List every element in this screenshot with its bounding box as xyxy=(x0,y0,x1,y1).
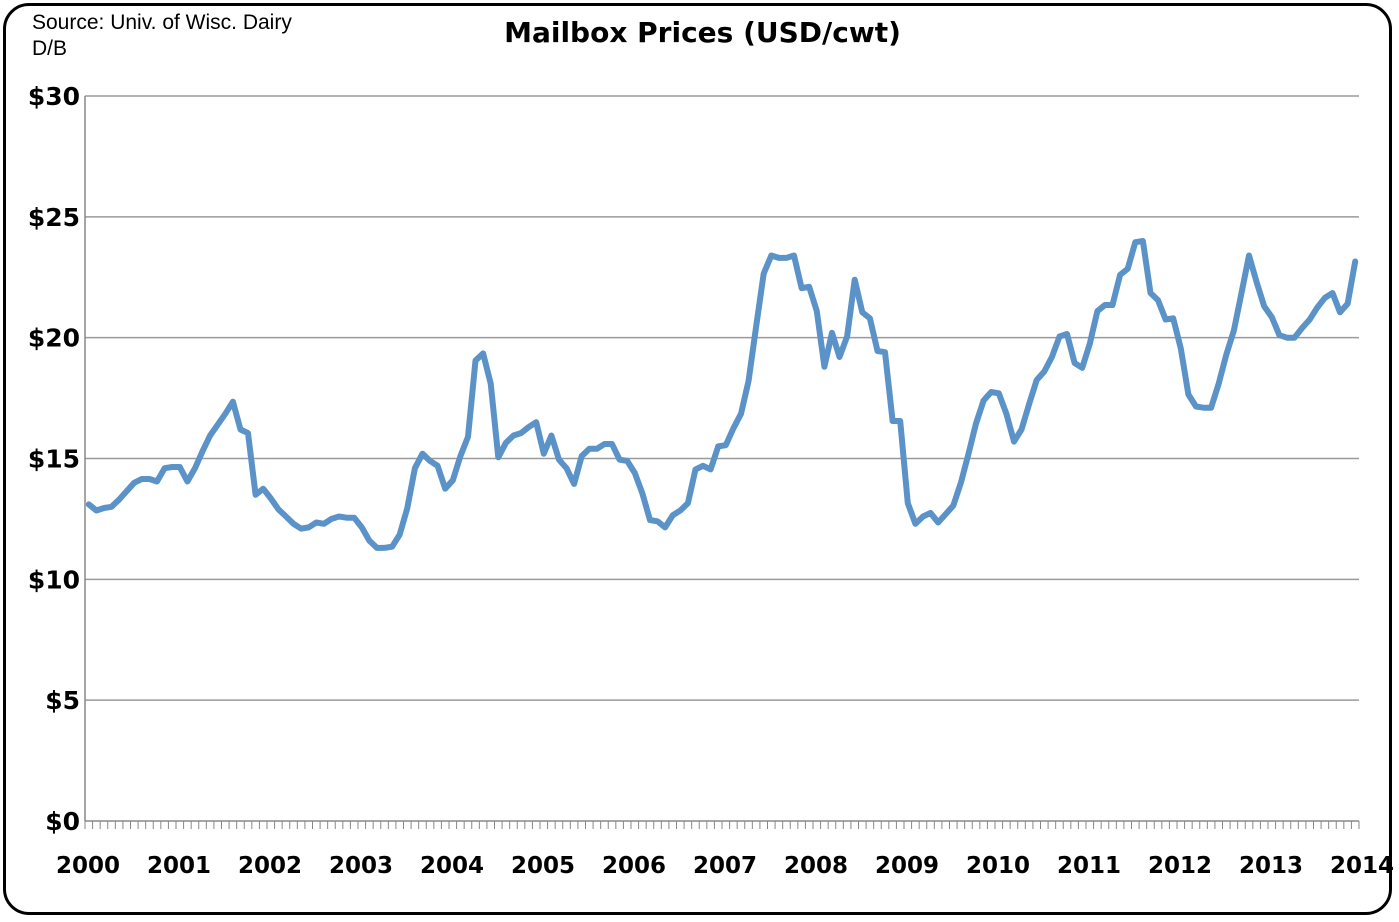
x-tick-label: 2012 xyxy=(1148,853,1212,879)
x-tick-label: 2013 xyxy=(1239,853,1303,879)
x-tick-label: 2001 xyxy=(147,853,211,879)
x-tick-label: 2002 xyxy=(238,853,302,879)
y-tick-label: $10 xyxy=(28,565,80,594)
source-note: Source: Univ. of Wisc. Dairy D/B xyxy=(32,10,292,62)
y-tick-label: $0 xyxy=(45,807,80,836)
source-line-1: Source: Univ. of Wisc. Dairy xyxy=(32,11,292,34)
chart-title: Mailbox Prices (USD/cwt) xyxy=(504,16,901,49)
x-tick-label: 2007 xyxy=(693,853,757,879)
y-tick-label: $15 xyxy=(28,445,80,474)
x-tick-label: 2006 xyxy=(602,853,666,879)
x-tick-label: 2010 xyxy=(966,853,1030,879)
y-tick-label: $30 xyxy=(28,82,80,111)
x-tick-label: 2008 xyxy=(784,853,848,879)
x-tick-label: 2009 xyxy=(875,853,939,879)
x-tick-label: 2000 xyxy=(56,853,120,879)
y-tick-label: $25 xyxy=(28,203,80,232)
x-tick-label: 2004 xyxy=(420,853,484,879)
x-tick-label: 2011 xyxy=(1057,853,1121,879)
series-line-mailbox-price xyxy=(85,238,1359,551)
source-line-2: D/B xyxy=(32,37,68,60)
x-tick-label: 2005 xyxy=(511,853,575,879)
y-tick-label: $5 xyxy=(45,686,80,715)
y-tick-label: $20 xyxy=(28,324,80,353)
x-tick-label: 2003 xyxy=(329,853,393,879)
x-tick-label: 2014 xyxy=(1330,853,1394,879)
